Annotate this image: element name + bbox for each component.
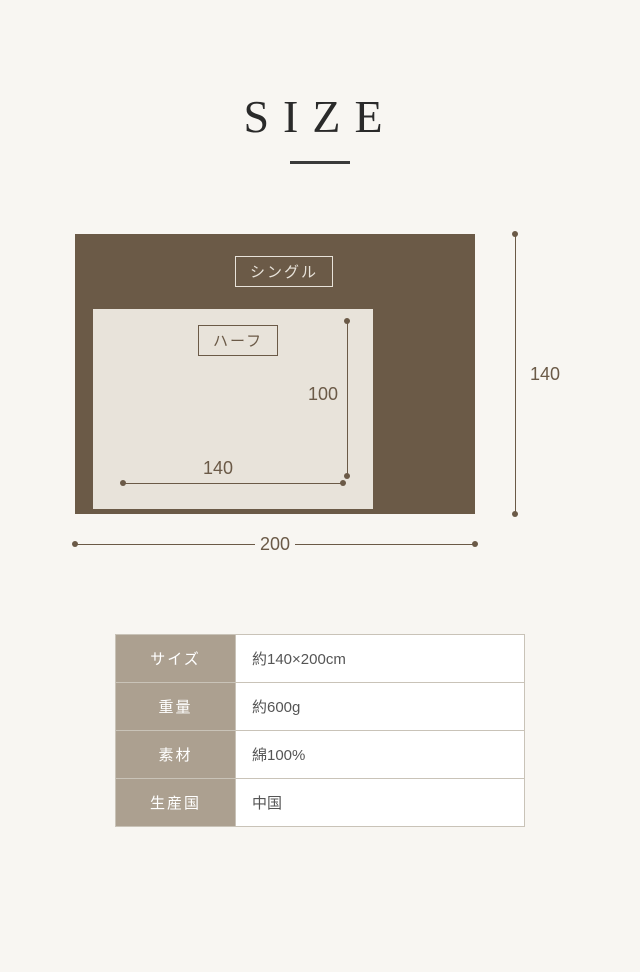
spec-value: 約600g bbox=[236, 683, 525, 731]
spec-label: 素材 bbox=[116, 731, 236, 779]
spec-value: 綿100% bbox=[236, 731, 525, 779]
title-underline bbox=[290, 161, 350, 164]
spec-value: 約140×200cm bbox=[236, 635, 525, 683]
spec-label: サイズ bbox=[116, 635, 236, 683]
inner-width-value: 140 bbox=[203, 458, 233, 479]
size-diagram: シングル ハーフ 140 100 200 140 bbox=[75, 234, 565, 574]
outer-rect-single: シングル ハーフ 140 100 bbox=[75, 234, 475, 514]
inner-height-value: 100 bbox=[308, 384, 338, 405]
outer-width-value: 200 bbox=[255, 534, 295, 555]
outer-height-value: 140 bbox=[530, 364, 560, 385]
outer-height-line bbox=[515, 234, 516, 514]
table-row: サイズ 約140×200cm bbox=[116, 635, 525, 683]
page-title: SIZE bbox=[0, 0, 640, 143]
table-row: 生産国 中国 bbox=[116, 779, 525, 827]
table-row: 重量 約600g bbox=[116, 683, 525, 731]
spec-value: 中国 bbox=[236, 779, 525, 827]
spec-label: 重量 bbox=[116, 683, 236, 731]
inner-label: ハーフ bbox=[198, 325, 278, 356]
inner-rect-half: ハーフ 140 100 bbox=[93, 309, 373, 509]
spec-label: 生産国 bbox=[116, 779, 236, 827]
table-row: 素材 綿100% bbox=[116, 731, 525, 779]
spec-table: サイズ 約140×200cm 重量 約600g 素材 綿100% 生産国 中国 bbox=[115, 634, 525, 827]
inner-height-line bbox=[347, 321, 348, 476]
outer-label: シングル bbox=[235, 256, 333, 287]
inner-width-line bbox=[123, 483, 343, 484]
